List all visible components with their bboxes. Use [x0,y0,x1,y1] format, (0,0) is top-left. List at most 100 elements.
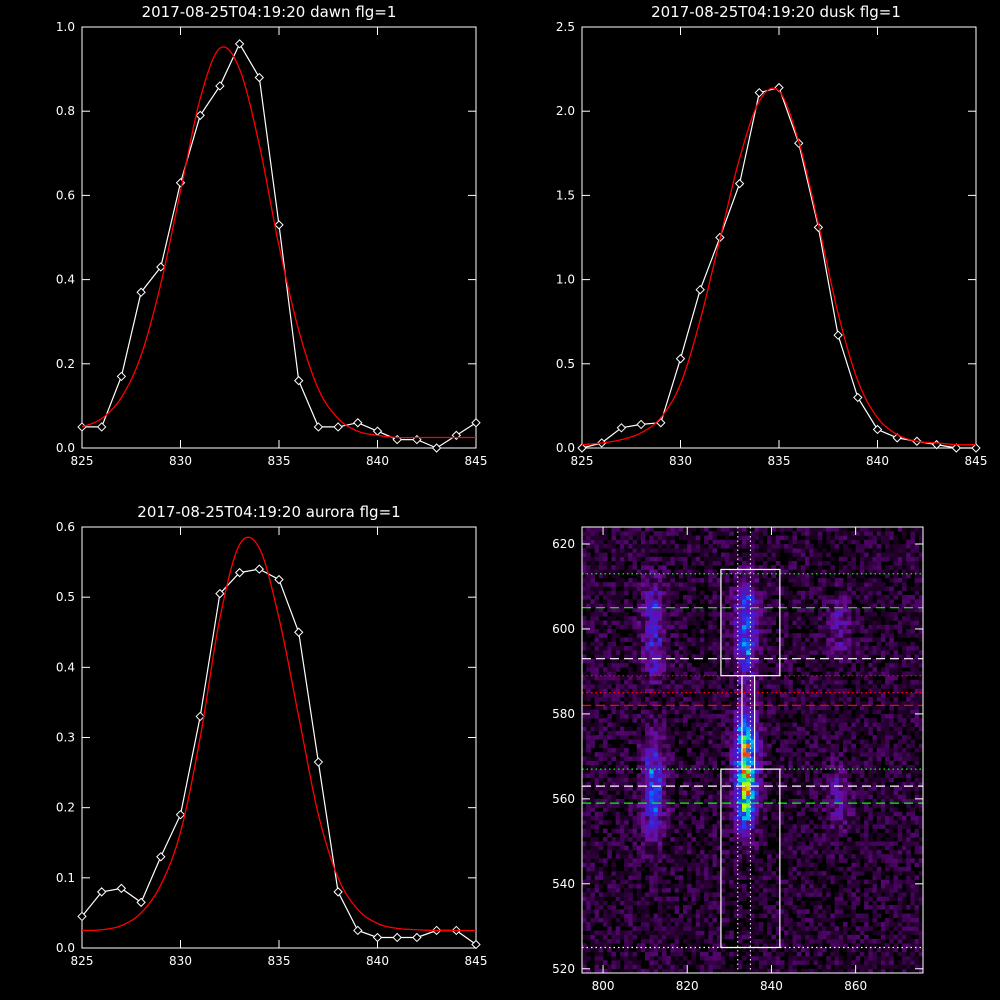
heatmap-cell [636,633,642,638]
heatmap-cell [742,735,747,740]
heatmap-cell [594,824,600,829]
heatmap-cell [775,764,781,770]
heatmap-cell [611,607,617,613]
heatmap-cell [603,595,608,600]
heatmap-cell [792,964,798,970]
heatmap-cell [590,599,595,604]
heatmap-cell [822,968,827,974]
heatmap-cell [590,561,595,566]
heatmap-cell [603,684,608,689]
heatmap-cell [754,679,760,685]
heatmap-cell [615,561,621,566]
heatmap-cell [775,824,781,829]
heatmap-cell [758,667,764,672]
heatmap-cell [678,824,684,829]
heatmap-cell [775,735,781,740]
heatmap-cell [720,777,726,783]
heatmap-cell [805,769,810,774]
heatmap-cell [666,922,671,927]
heatmap-cell [712,590,718,596]
heatmap-cell [645,909,650,914]
heatmap-cell [653,701,659,706]
heatmap-cell [737,841,743,846]
heatmap-cell [674,637,680,642]
heatmap-cell [767,747,772,753]
heatmap-cell [716,837,722,842]
heatmap-cell [775,590,781,596]
heatmap-cell [813,705,819,710]
heatmap-cell [800,960,806,965]
heatmap-cell [624,556,629,562]
dusk-data-point [971,443,981,453]
heatmap-cell [796,951,802,957]
heatmap-cell [754,713,760,719]
heatmap-cell [771,858,776,863]
heatmap-cell [750,820,755,825]
heatmap-cell [666,841,671,846]
heatmap-cell [640,756,646,761]
aurora-data-point [392,932,402,943]
heatmap-cell [683,662,688,668]
heatmap-cell [784,849,789,855]
heatmap-cell [788,922,793,927]
heatmap-cell [771,824,776,829]
heatmap-cell [645,527,650,532]
heatmap-cell [729,620,734,625]
heatmap-cell [708,739,713,744]
heatmap-cell [582,675,587,681]
heatmap-cell [779,603,785,609]
heatmap-cell [754,696,760,702]
heatmap-cell [830,947,835,953]
heatmap-cell [763,756,768,761]
heatmap-cell [784,595,789,600]
heatmap-cell [733,909,739,914]
heatmap-cell [742,595,747,600]
heatmap-cell [725,875,730,880]
heatmap-cell [624,586,629,592]
heatmap-cell [737,752,743,757]
heatmap-cell [704,777,709,783]
heatmap-cell [733,637,739,642]
heatmap-cell [598,896,604,902]
heatmap-cell [754,930,760,936]
heatmap-cell [687,586,692,592]
heatmap-cell [720,773,726,778]
heatmap-cell [657,824,663,829]
heatmap-cell [586,947,591,953]
heatmap-cell [725,662,730,668]
heatmap-cell [729,569,734,575]
heatmap-cell [657,858,663,863]
heatmap-cell [590,658,595,664]
heatmap-cell [754,913,760,919]
heatmap-cell [809,926,814,931]
heatmap-cell [653,692,659,698]
heatmap-cell [822,760,827,766]
heatmap-cell [750,968,755,974]
heatmap-cell [817,556,823,562]
heatmap-cell [657,658,663,664]
heatmap-cell [830,854,835,859]
heatmap-cell [716,701,722,706]
heatmap-cell [611,603,617,609]
heatmap-cell [737,815,743,821]
heatmap-cell [742,807,747,812]
heatmap-cell [737,556,743,562]
heatmap-cell [805,803,810,808]
heatmap-cell [636,747,642,753]
heatmap-cell [767,730,772,736]
heatmap-cell [737,701,743,706]
heatmap-cell [796,888,802,893]
heatmap-cell [683,913,688,919]
heatmap-cell [750,769,755,774]
heatmap-cell [750,828,755,834]
heatmap-cell [649,866,654,872]
heatmap-cell [582,794,587,800]
heatmap-cell [666,871,671,876]
heatmap-cell [763,781,768,787]
heatmap-cell [662,726,667,732]
heatmap-cell [582,956,587,961]
heatmap-cell [716,595,722,600]
heatmap-cell [662,556,667,562]
aurora-ytick-label: 0.2 [56,801,75,815]
heatmap-cell [662,679,667,685]
